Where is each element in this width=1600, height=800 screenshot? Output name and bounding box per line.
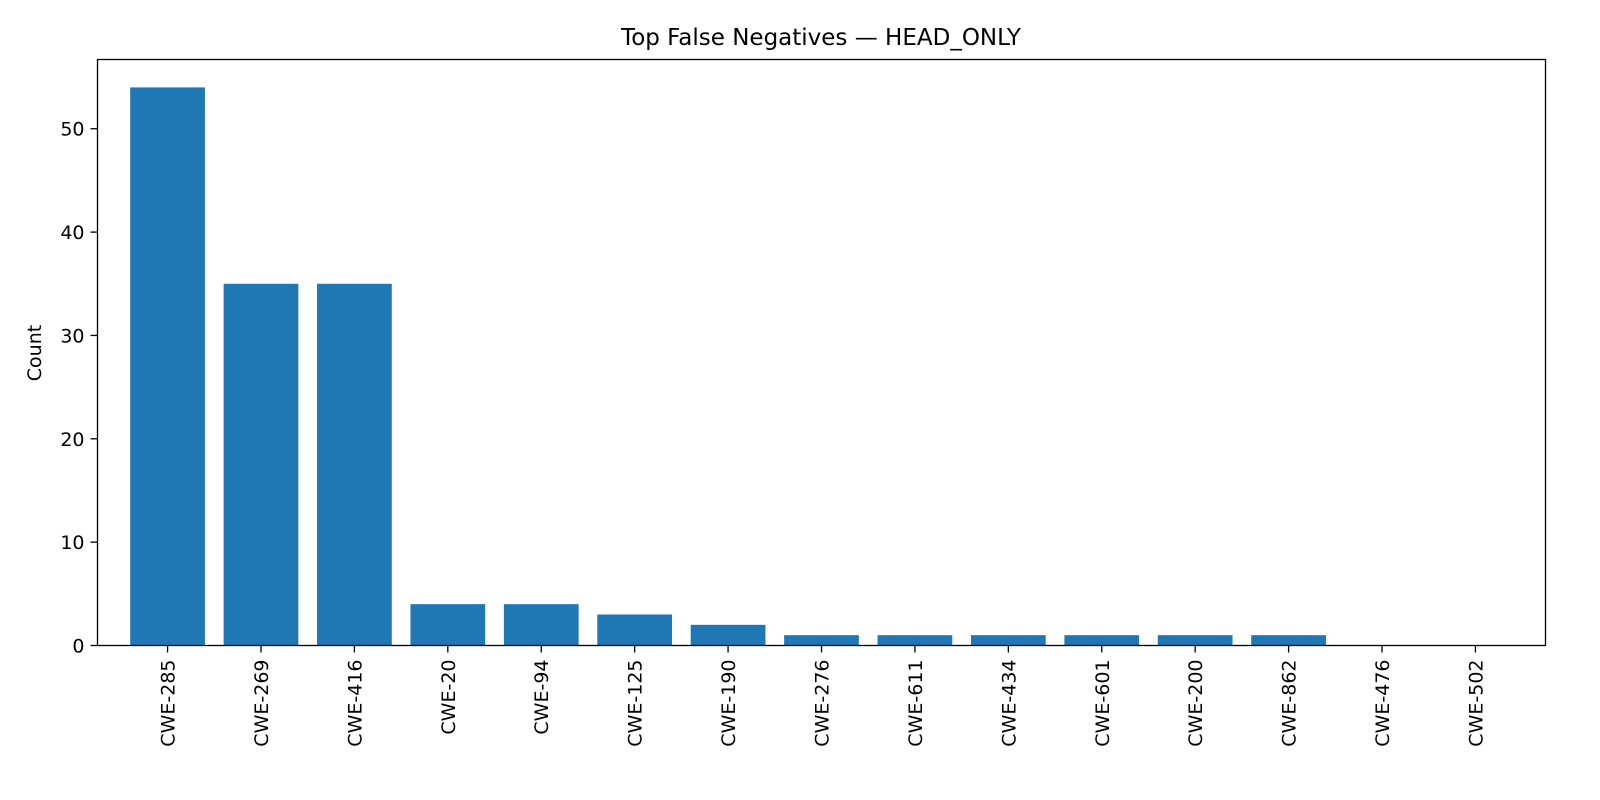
x-tick-label: CWE-416 [344,660,366,747]
x-tick-label: CWE-862 [1279,660,1301,747]
y-tick-label: 30 [60,325,84,347]
y-axis: 0 10 20 30 40 50 [60,119,98,658]
y-tick-label: 50 [60,119,84,141]
plot-frame [96,58,1547,647]
y-axis-label: Count [24,325,46,381]
x-tick-label: CWE-125 [625,660,647,747]
x-tick-label: CWE-476 [1372,660,1394,747]
bar-cwe-20 [410,604,486,646]
x-tick-label: CWE-94 [531,660,553,735]
bar-cwe-285 [130,87,205,646]
bar-cwe-862 [1251,635,1326,646]
x-tick-label: CWE-269 [251,660,273,747]
y-tick-label: 0 [72,636,84,658]
y-tick-label: 20 [60,429,84,451]
bar-cwe-416 [317,283,392,646]
bar-cwe-125 [597,614,673,646]
chart-title: Top False Negatives — HEAD_ONLY [620,25,1022,51]
x-tick-label: CWE-434 [998,660,1020,747]
x-tick-label: CWE-601 [1092,660,1114,747]
bar-cwe-611 [877,635,953,646]
x-tick-label: CWE-200 [1185,660,1207,747]
y-tick-label: 40 [60,222,84,244]
x-tick-label: CWE-190 [718,660,740,747]
x-tick-label: CWE-20 [438,660,460,735]
bar-cwe-601 [1064,635,1140,646]
x-tick-label: CWE-276 [812,660,834,747]
x-tick-label: CWE-502 [1465,660,1487,747]
x-tick-label: CWE-285 [158,660,180,747]
bar-cwe-200 [1157,635,1233,646]
bar-cwe-434 [970,635,1046,646]
x-axis: CWE-285 CWE-269 CWE-416 CWE-20 CWE-94 CWE-125… [158,645,1487,747]
bar-cwe-269 [223,283,299,646]
bar-cwe-276 [784,635,859,646]
bars-group [130,87,1326,646]
bar-cwe-94 [503,604,579,646]
y-tick-label: 10 [60,532,84,554]
bar-cwe-190 [690,624,766,646]
x-tick-label: CWE-611 [905,660,927,747]
